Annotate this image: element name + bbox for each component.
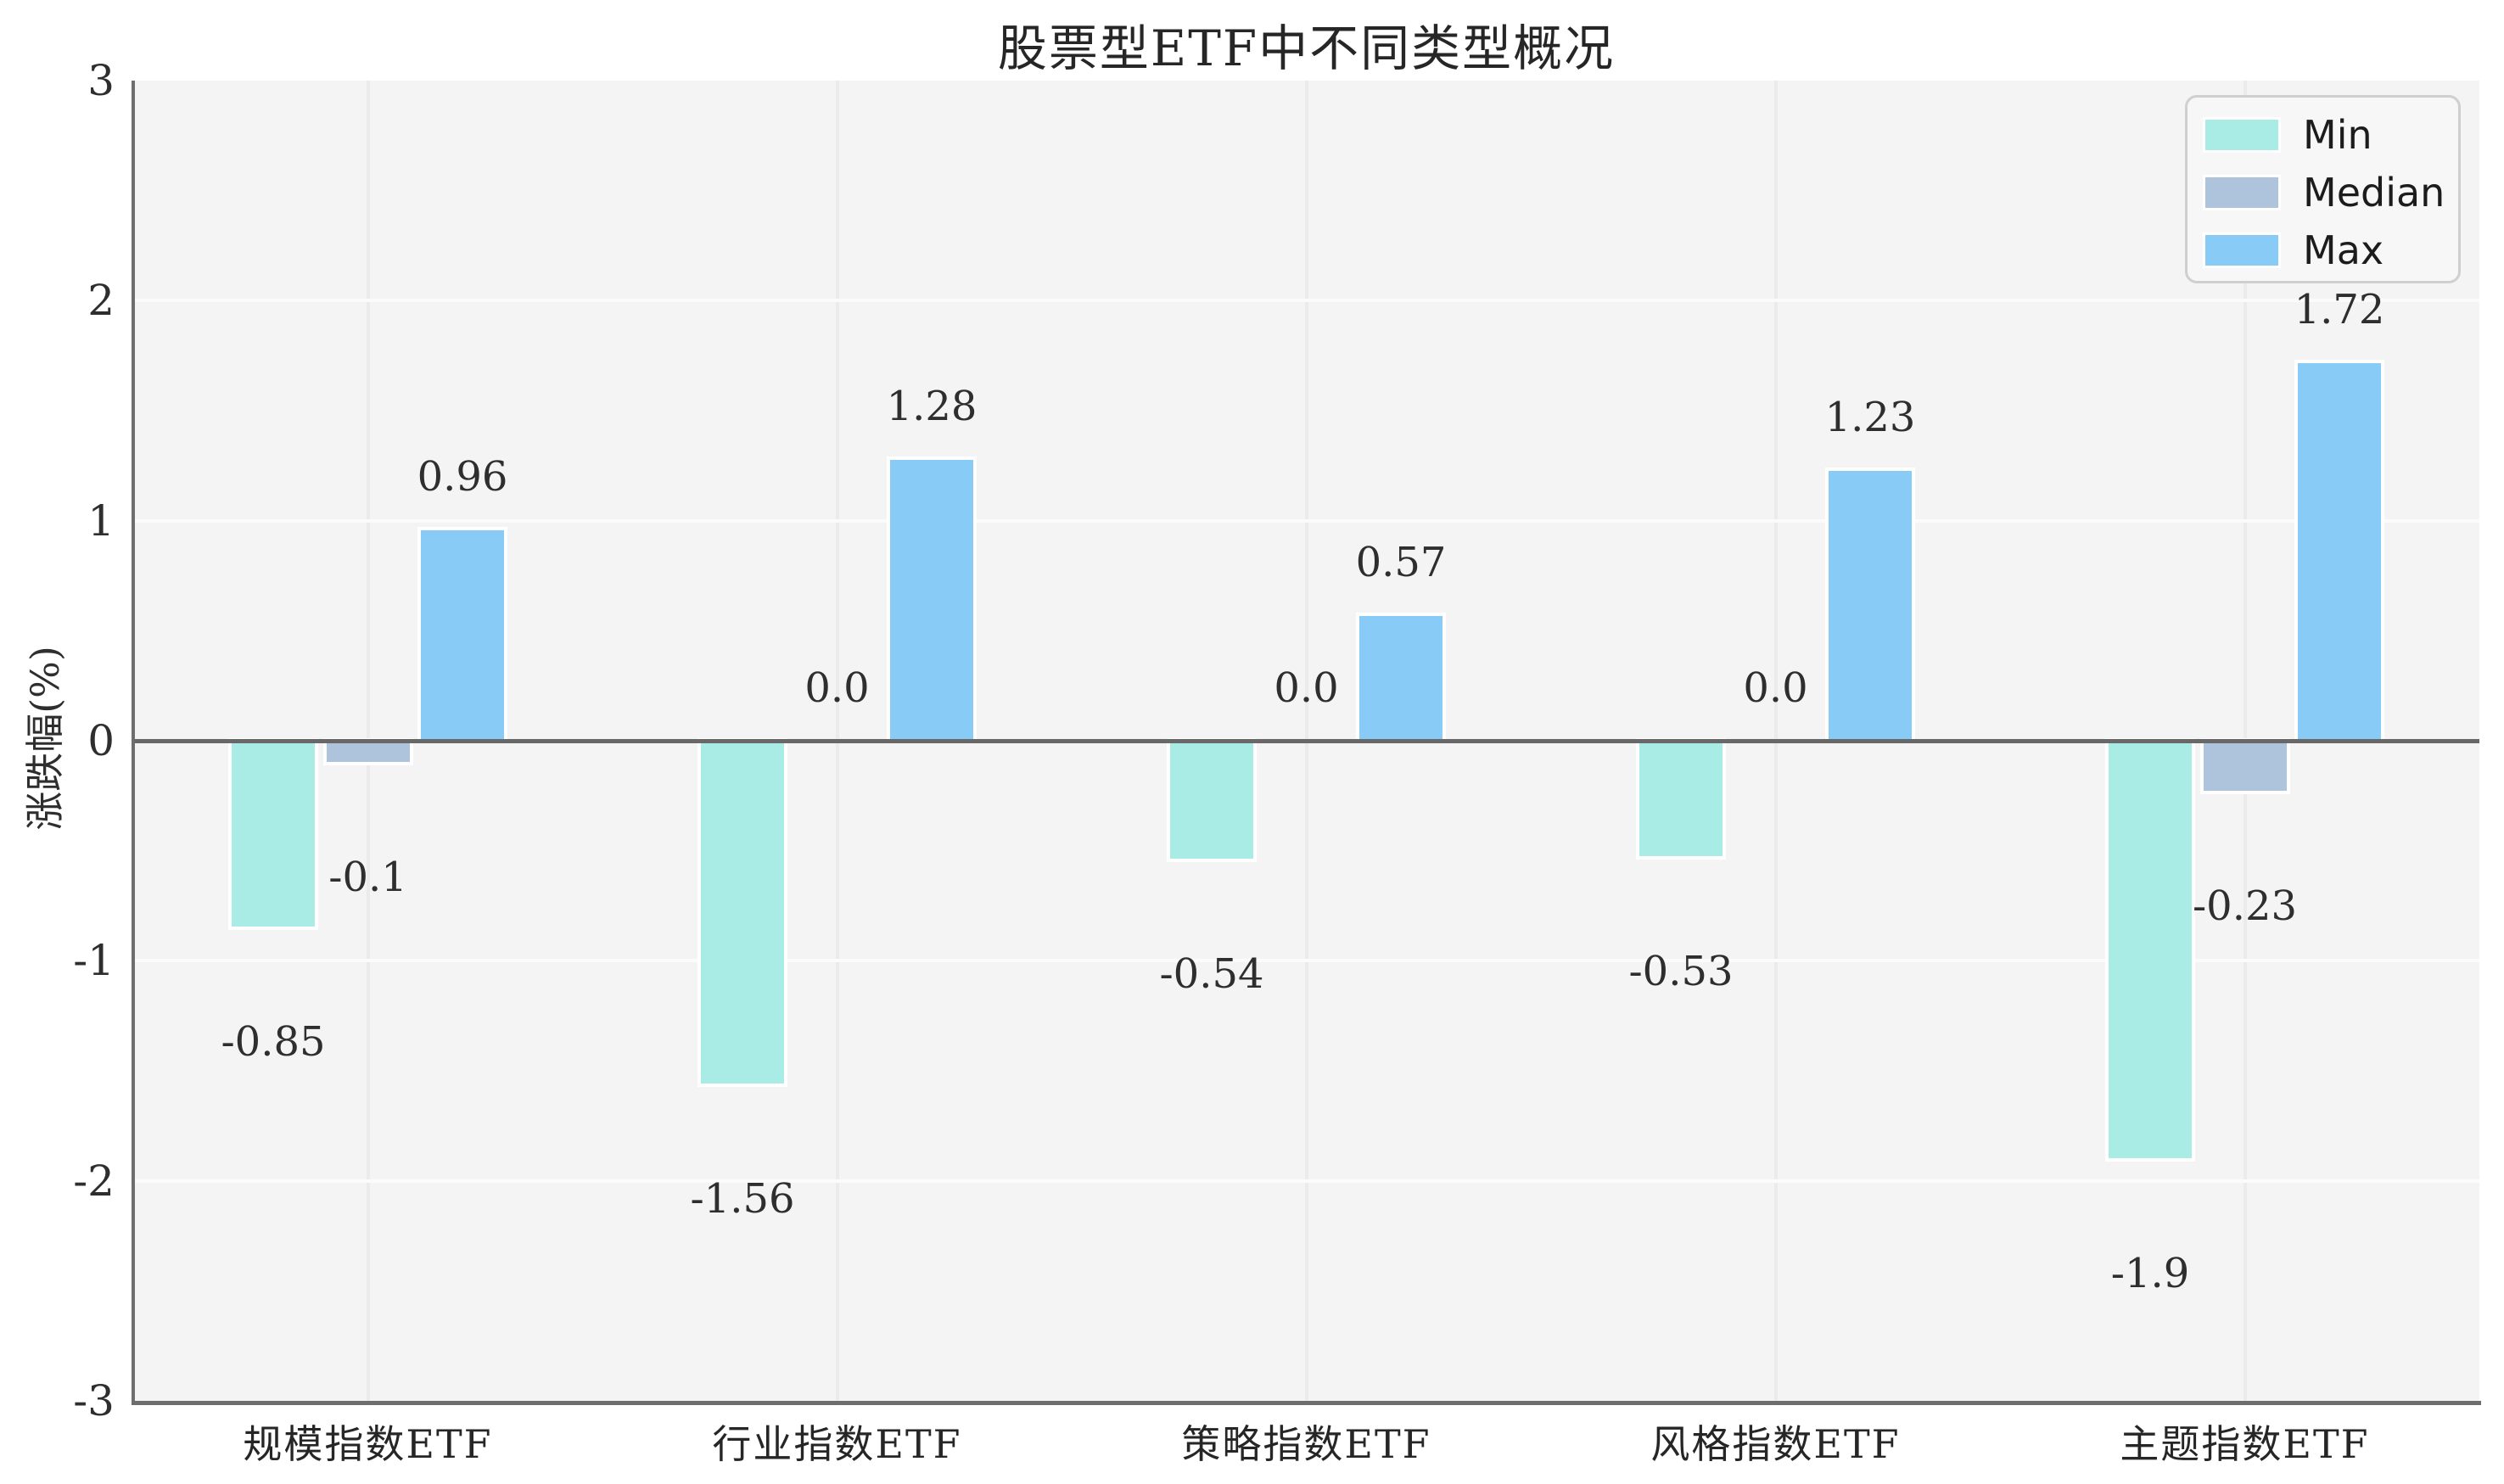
legend-item-min: Min [2187,108,2458,162]
y-tick-label: 3 [87,56,115,105]
bar-value-label: 0.0 [804,664,870,712]
y-tick-label: 0 [87,716,115,765]
zero-line [133,738,2479,743]
bar-value-label: 0.0 [1274,664,1339,712]
left-axis-spine [132,81,135,1401]
legend-label-min: Min [2303,112,2372,158]
bar-value-label: 0.57 [1355,539,1447,587]
legend-label-median: Median [2303,170,2445,216]
bar-min [697,738,787,1087]
x-category-label: 风格指数ETF [1650,1421,1901,1467]
x-category-label: 行业指数ETF [712,1421,962,1467]
bar-min [2105,738,2195,1162]
legend: Min Median Max [2185,95,2461,283]
horizontal-gridline [133,299,2479,303]
legend-label-max: Max [2303,227,2384,273]
chart-title: 股票型ETF中不同类型概况 [997,20,1616,77]
bar-value-label: 1.28 [886,383,978,431]
x-category-label: 策略指数ETF [1181,1421,1431,1467]
legend-swatch-median [2203,175,2281,210]
horizontal-gridline [133,1179,2479,1183]
bar-value-label: 1.23 [1824,394,1916,442]
bar-value-label: -0.85 [221,1018,326,1067]
horizontal-gridline [133,959,2479,963]
y-tick-label: -2 [73,1156,115,1206]
bar-max [417,527,507,743]
legend-swatch-max [2203,232,2281,268]
y-tick-label: -3 [73,1376,115,1425]
bar-value-label: 0.96 [417,453,508,501]
bar-value-label: 1.72 [2294,285,2385,333]
bar-value-label: 0.0 [1743,664,1808,712]
bar-min [1636,738,1726,860]
bar-value-label: -1.9 [2110,1249,2190,1297]
bar-value-label: -0.23 [2192,882,2298,930]
bar-min [228,738,318,931]
bar-value-label: -0.54 [1159,950,1264,999]
y-tick-label: -1 [73,936,115,986]
bar-value-label: -1.56 [690,1174,795,1223]
bar-min [1167,738,1257,863]
x-category-label: 主题指数ETF [2120,1421,2370,1467]
bar-value-label: -0.1 [328,853,407,901]
horizontal-gridline [133,518,2479,523]
y-tick-label: 1 [87,496,115,546]
bar-median [2199,738,2290,794]
legend-item-median: Median [2187,165,2458,220]
legend-item-max: Max [2187,223,2458,277]
legend-swatch-min [2203,117,2281,153]
bar-max [2294,359,2384,743]
y-tick-label: 2 [87,276,115,326]
bar-value-label: -0.53 [1628,948,1734,996]
x-category-label: 规模指数ETF [243,1421,493,1467]
bottom-axis-spine [132,1401,2481,1405]
